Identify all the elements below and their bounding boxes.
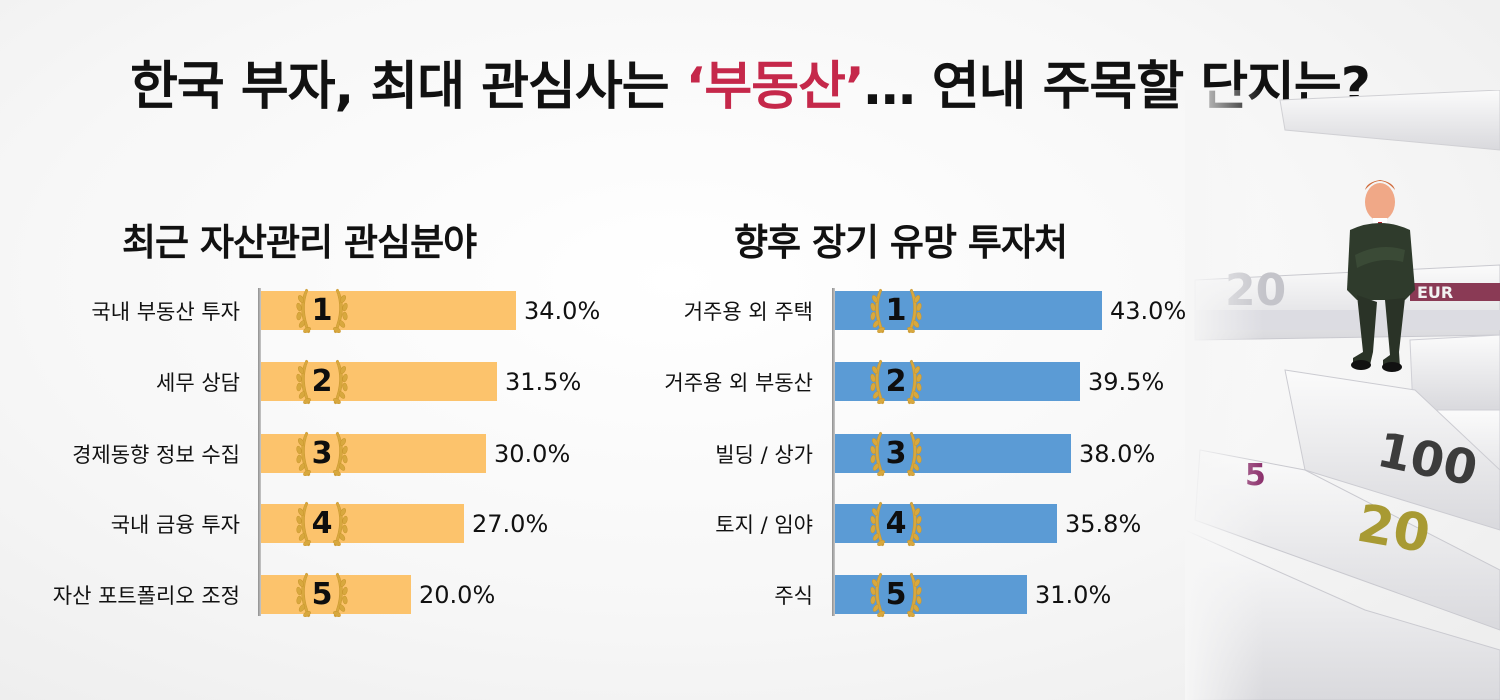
right-chart-row: 거주용 외 주택 1 43.0% — [0, 288, 1186, 334]
left-chart-row: 세무 상담 2 31.5% — [0, 359, 581, 405]
category-label: 경제동향 정보 수집 — [72, 442, 240, 467]
rank-badge: 2 — [866, 356, 926, 408]
category-label: 주식 — [774, 583, 813, 608]
rank-number: 4 — [885, 506, 907, 541]
title-pre: 한국 부자, 최대 관심사는 — [130, 57, 686, 117]
laurel-wreath-icon — [870, 359, 922, 405]
category-label: 거주용 외 주택 — [683, 299, 813, 324]
bar — [261, 504, 464, 543]
left-chart-row: 국내 부동산 투자 1 34.0% — [0, 288, 600, 334]
rank-number: 3 — [311, 436, 333, 471]
rank-badge: 3 — [866, 428, 926, 480]
laurel-wreath-icon — [296, 501, 348, 547]
rank-number: 4 — [311, 506, 333, 541]
value-label: 38.0% — [1079, 439, 1156, 468]
category-label: 국내 부동산 투자 — [91, 299, 240, 324]
right-chart-row: 주식 5 31.0% — [0, 572, 1111, 618]
value-label: 39.5% — [1088, 367, 1165, 396]
laurel-wreath-icon — [296, 359, 348, 405]
laurel-wreath-icon — [870, 431, 922, 477]
left-chart-row: 경제동향 정보 수집 3 30.0% — [0, 431, 570, 477]
bar — [835, 575, 1027, 614]
right-chart-title: 향후 장기 유망 투자처 — [734, 221, 1068, 264]
laurel-wreath-icon — [870, 288, 922, 334]
rank-number: 5 — [311, 577, 333, 612]
category-label: 토지 / 임야 — [715, 512, 813, 537]
left-chart-row: 자산 포트폴리오 조정 5 20.0% — [0, 572, 495, 618]
value-label: 31.0% — [1035, 580, 1112, 609]
category-label: 빌딩 / 상가 — [715, 442, 813, 467]
rank-badge: 3 — [292, 428, 352, 480]
rank-badge: 2 — [292, 356, 352, 408]
value-label: 30.0% — [494, 439, 571, 468]
left-chart-row: 국내 금융 투자 4 27.0% — [0, 501, 548, 547]
value-label: 34.0% — [524, 296, 601, 325]
rank-badge: 4 — [292, 498, 352, 550]
rank-number: 2 — [311, 364, 333, 399]
rank-number: 1 — [311, 293, 333, 328]
left-chart-title: 최근 자산관리 관심분야 — [122, 221, 477, 264]
rank-badge: 1 — [866, 285, 926, 337]
value-label: 27.0% — [472, 509, 549, 538]
laurel-wreath-icon — [296, 431, 348, 477]
value-label: 31.5% — [505, 367, 582, 396]
laurel-wreath-icon — [296, 572, 348, 618]
rank-number: 5 — [885, 577, 907, 612]
rank-badge: 1 — [292, 285, 352, 337]
rank-badge: 5 — [866, 569, 926, 621]
right-chart-row: 토지 / 임야 4 35.8% — [0, 501, 1141, 547]
rank-badge: 4 — [866, 498, 926, 550]
laurel-wreath-icon — [296, 288, 348, 334]
laurel-wreath-icon — [870, 501, 922, 547]
right-chart-row: 거주용 외 부동산 2 39.5% — [0, 359, 1164, 405]
value-label: 20.0% — [419, 580, 496, 609]
money-stack-photo: 20 EUR 100 20 5 — [1185, 90, 1500, 700]
category-label: 거주용 외 부동산 — [664, 370, 813, 395]
value-label: 43.0% — [1110, 296, 1187, 325]
figurine-on-banknotes-icon: 20 EUR 100 20 5 — [1185, 90, 1500, 700]
laurel-wreath-icon — [870, 572, 922, 618]
value-label: 35.8% — [1065, 509, 1142, 538]
category-label: 세무 상담 — [156, 370, 240, 395]
rank-number: 3 — [885, 436, 907, 471]
category-label: 자산 포트폴리오 조정 — [52, 583, 240, 608]
right-chart-axis — [832, 288, 835, 616]
right-chart-row: 빌딩 / 상가 3 38.0% — [0, 431, 1155, 477]
title-accent: ‘부동산’ — [685, 57, 865, 117]
bar — [261, 575, 411, 614]
category-label: 국내 금융 투자 — [110, 512, 240, 537]
rank-number: 2 — [885, 364, 907, 399]
left-chart-axis — [258, 288, 261, 616]
rank-number: 1 — [885, 293, 907, 328]
rank-badge: 5 — [292, 569, 352, 621]
